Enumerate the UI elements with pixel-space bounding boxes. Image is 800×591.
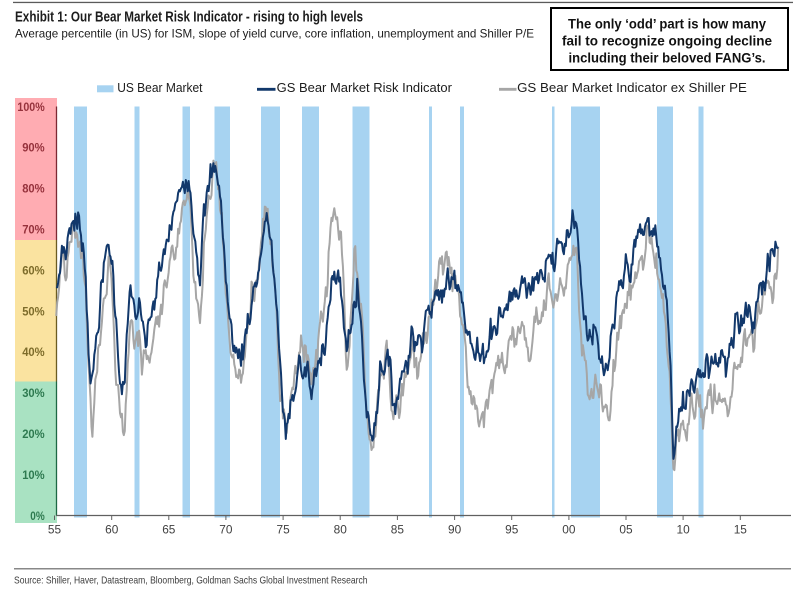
svg-text:60%: 60% xyxy=(22,263,45,277)
svg-text:GS Bear Market Risk Indicator: GS Bear Market Risk Indicator xyxy=(277,81,452,95)
svg-text:80%: 80% xyxy=(22,182,45,196)
svg-text:80: 80 xyxy=(334,523,348,537)
svg-text:fail to recognize ongoing decl: fail to recognize ongoing decline xyxy=(562,34,772,49)
svg-text:US Bear Market: US Bear Market xyxy=(117,81,203,95)
svg-text:50%: 50% xyxy=(22,304,45,318)
svg-text:05: 05 xyxy=(619,523,633,537)
svg-text:10%: 10% xyxy=(22,468,45,482)
svg-text:85: 85 xyxy=(391,523,405,537)
svg-text:00: 00 xyxy=(562,523,576,537)
svg-text:60: 60 xyxy=(105,523,119,537)
svg-text:90%: 90% xyxy=(22,141,45,155)
svg-text:40%: 40% xyxy=(22,345,45,359)
svg-text:100%: 100% xyxy=(17,100,45,114)
svg-text:55: 55 xyxy=(48,523,62,537)
svg-text:Exhibit 1: Our Bear Market Ris: Exhibit 1: Our Bear Market Risk Indicato… xyxy=(15,10,363,26)
svg-text:Average percentile (in US) for: Average percentile (in US) for ISM, slop… xyxy=(15,27,534,41)
svg-text:The only ‘odd’ part is how man: The only ‘odd’ part is how many xyxy=(568,16,766,31)
svg-text:30%: 30% xyxy=(22,386,45,400)
svg-text:GS Bear Market Indicator ex Sh: GS Bear Market Indicator ex Shiller PE xyxy=(517,81,747,95)
svg-text:90: 90 xyxy=(448,523,462,537)
svg-text:Source: Shiller, Haver, Datast: Source: Shiller, Haver, Datastream, Bloo… xyxy=(14,575,368,587)
svg-text:0%: 0% xyxy=(30,509,45,523)
svg-text:including their beloved FANG’s: including their beloved FANG’s. xyxy=(569,51,766,66)
svg-text:70%: 70% xyxy=(22,223,45,237)
svg-text:70: 70 xyxy=(219,523,233,537)
svg-text:75: 75 xyxy=(277,523,291,537)
svg-text:15: 15 xyxy=(734,523,748,537)
svg-text:10: 10 xyxy=(677,523,691,537)
svg-text:65: 65 xyxy=(162,523,176,537)
svg-text:95: 95 xyxy=(505,523,519,537)
svg-text:20%: 20% xyxy=(22,427,45,441)
